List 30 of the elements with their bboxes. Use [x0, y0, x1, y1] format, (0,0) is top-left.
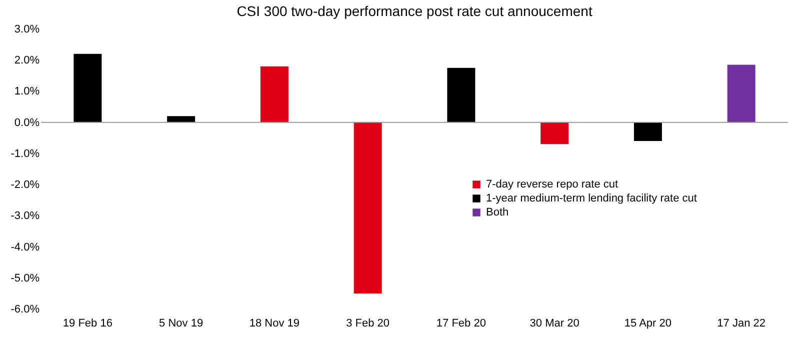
- x-tick-label: 17 Jan 22: [717, 318, 766, 330]
- bar: [634, 122, 662, 141]
- x-tick-label: 18 Nov 19: [249, 318, 300, 330]
- bar: [354, 122, 382, 294]
- y-tick-label: 2.0%: [14, 54, 40, 67]
- y-tick-label: -6.0%: [10, 304, 40, 316]
- y-tick-label: -3.0%: [10, 210, 40, 222]
- y-tick-label: -2.0%: [10, 179, 40, 192]
- y-tick-label: 1.0%: [14, 86, 40, 98]
- x-tick-label: 19 Feb 16: [62, 318, 112, 330]
- x-tick-label: 30 Mar 20: [530, 318, 580, 330]
- chart-title: CSI 300 two-day performance post rate cut annoucement: [236, 3, 592, 19]
- y-tick-label: -4.0%: [10, 241, 40, 254]
- legend-label: 7-day reverse repo rate cut: [486, 178, 618, 190]
- y-tick-label: 3.0%: [14, 24, 40, 36]
- bar: [727, 64, 756, 122]
- bar: [540, 122, 569, 144]
- x-tick-label: 5 Nov 19: [159, 318, 204, 330]
- x-tick-label: 3 Feb 20: [346, 318, 390, 330]
- y-tick-label: -5.0%: [10, 272, 40, 284]
- legend-label: 1-year medium-term lending facility rate cut: [486, 192, 697, 204]
- bar: [447, 68, 476, 122]
- x-tick-label: 15 Apr 20: [624, 318, 672, 330]
- bar: [167, 116, 196, 122]
- bar: [74, 54, 102, 122]
- y-tick-label: -1.0%: [10, 148, 40, 160]
- x-tick-label: 17 Feb 20: [436, 318, 486, 330]
- y-tick-label: 0.0%: [14, 116, 40, 129]
- legend-label: Both: [486, 206, 509, 218]
- bar: [260, 66, 288, 122]
